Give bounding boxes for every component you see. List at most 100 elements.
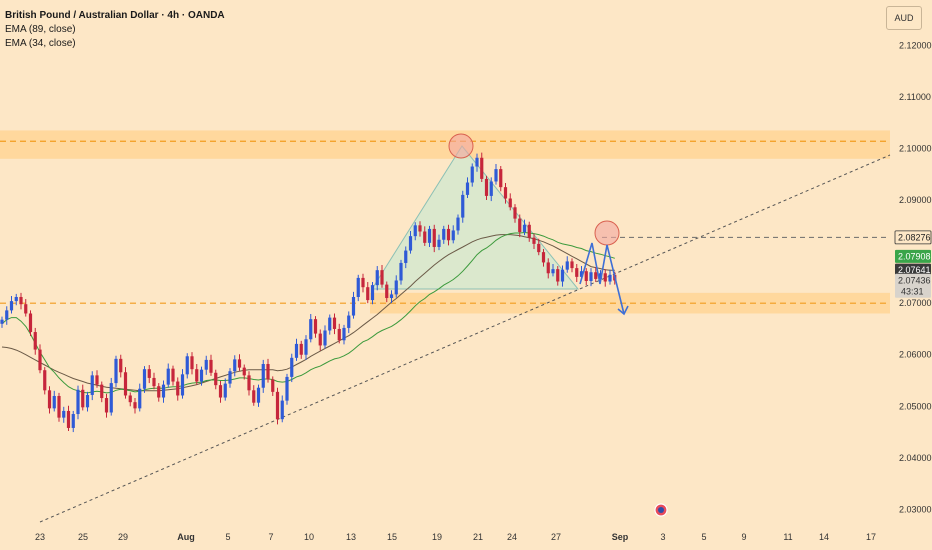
y-tick-label: 2.12000 bbox=[899, 40, 932, 50]
y-tick-label: 2.09000 bbox=[899, 195, 932, 205]
ema-34-label[interactable]: EMA (34, close) bbox=[5, 38, 76, 49]
candle-body bbox=[570, 261, 574, 269]
candle-body bbox=[294, 343, 299, 358]
candle-body bbox=[252, 390, 256, 403]
candle-body bbox=[328, 317, 332, 331]
candle-body bbox=[394, 280, 398, 295]
candle-body bbox=[375, 270, 379, 286]
candle-body bbox=[233, 359, 237, 372]
candle-body bbox=[275, 391, 280, 420]
candles bbox=[0, 152, 617, 433]
projection-arrowhead bbox=[617, 305, 629, 316]
event-icon-inner bbox=[658, 507, 664, 513]
candle-body bbox=[24, 304, 28, 314]
candle-body bbox=[427, 228, 432, 243]
candle-body bbox=[361, 277, 365, 288]
x-tick-label: 27 bbox=[551, 532, 561, 542]
candle-body bbox=[584, 271, 588, 281]
candle-body bbox=[66, 410, 71, 428]
candle-body bbox=[503, 187, 508, 199]
candle-body bbox=[461, 194, 465, 218]
x-tick-label: 25 bbox=[78, 532, 88, 542]
candle-body bbox=[247, 375, 251, 391]
candle-body bbox=[518, 218, 522, 233]
x-tick-label: 13 bbox=[346, 532, 356, 542]
chart-legend: British Pound / Australian Dollar · 4h ·… bbox=[5, 9, 225, 51]
candle-body bbox=[404, 250, 408, 263]
price-tag bbox=[895, 273, 931, 298]
candle-body bbox=[451, 230, 455, 241]
candle-body bbox=[579, 271, 584, 277]
candle-body bbox=[594, 272, 598, 279]
candle-body bbox=[389, 294, 394, 299]
ema-34-line bbox=[1, 231, 615, 394]
candle-body bbox=[57, 395, 61, 418]
ema-89-label[interactable]: EMA (89, close) bbox=[5, 24, 76, 35]
x-tick-label: 19 bbox=[432, 532, 442, 542]
projection-path bbox=[579, 242, 625, 315]
candle-body bbox=[161, 384, 166, 398]
candle-body bbox=[366, 287, 370, 301]
candle-body bbox=[280, 400, 284, 420]
candle-body bbox=[190, 356, 194, 370]
ema-89-line bbox=[1, 234, 615, 392]
candle-body bbox=[290, 357, 294, 377]
candle-body bbox=[223, 383, 227, 398]
candle-body bbox=[109, 383, 113, 413]
candle-body bbox=[33, 332, 37, 350]
candle-body bbox=[14, 296, 18, 302]
candle-body bbox=[199, 369, 204, 382]
candle-body bbox=[522, 224, 527, 233]
y-tick-label: 2.03000 bbox=[899, 504, 932, 514]
price-tag bbox=[895, 263, 931, 277]
candle-body bbox=[100, 384, 104, 399]
currency-button[interactable]: AUD bbox=[886, 6, 922, 30]
x-tick-label: Sep bbox=[612, 532, 629, 542]
candle-body bbox=[71, 414, 75, 428]
candle-body bbox=[508, 198, 512, 208]
candle-body bbox=[5, 310, 9, 320]
candle-body bbox=[560, 269, 565, 282]
x-tick-label: 15 bbox=[387, 532, 397, 542]
x-tick-label: 17 bbox=[866, 532, 876, 542]
candle-body bbox=[465, 182, 470, 195]
candle-body bbox=[299, 343, 303, 355]
candle-body bbox=[90, 375, 94, 395]
candle-body bbox=[446, 228, 451, 241]
candle-body bbox=[413, 225, 417, 237]
candle-body bbox=[423, 231, 427, 243]
candle-body bbox=[565, 261, 569, 270]
candle-body bbox=[527, 224, 531, 238]
candle-body bbox=[608, 274, 612, 282]
candle-body bbox=[551, 269, 555, 274]
candle-body bbox=[541, 252, 546, 263]
candle-body bbox=[513, 207, 517, 219]
candle-body bbox=[589, 272, 593, 281]
candle-body bbox=[157, 386, 161, 398]
candle-body bbox=[38, 349, 42, 371]
candle-body bbox=[556, 269, 560, 282]
candle-body bbox=[408, 236, 413, 251]
price-tag bbox=[894, 230, 932, 245]
candle-body bbox=[399, 262, 403, 281]
candle-body bbox=[228, 371, 232, 384]
candle-body bbox=[285, 376, 289, 401]
symbol-title[interactable]: British Pound / Australian Dollar · 4h ·… bbox=[5, 10, 225, 21]
candle-body bbox=[28, 313, 33, 333]
candle-body bbox=[442, 228, 446, 240]
x-tick-label: 5 bbox=[225, 532, 230, 542]
y-tick-label: 2.05000 bbox=[899, 401, 932, 411]
candle-body bbox=[323, 330, 327, 346]
candle-body bbox=[180, 374, 185, 396]
candle-body bbox=[114, 358, 118, 384]
candle-body bbox=[437, 239, 441, 247]
candle-body bbox=[242, 367, 246, 376]
candle-body bbox=[313, 319, 318, 334]
y-tick-label: 2.06000 bbox=[899, 350, 932, 360]
price-tag-label: 2.08276 bbox=[898, 232, 931, 242]
candle-body bbox=[76, 389, 80, 415]
trendline bbox=[39, 154, 891, 523]
x-tick-label: 5 bbox=[701, 532, 706, 542]
